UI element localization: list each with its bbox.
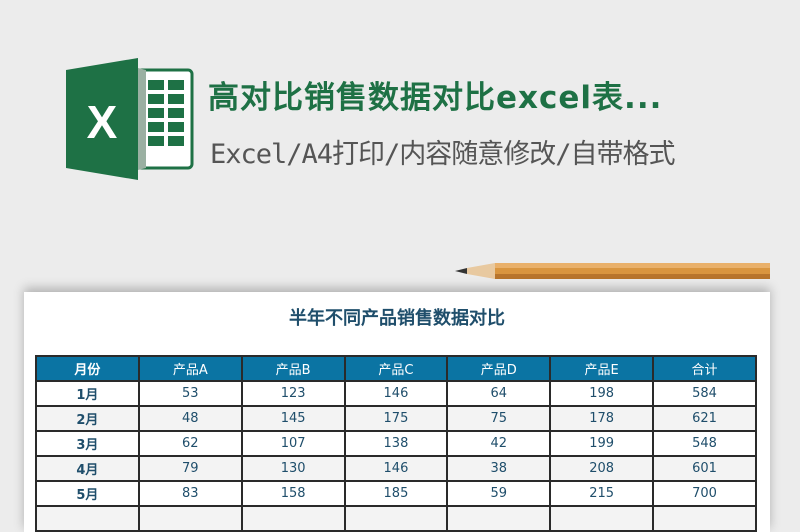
table-cell: 64 xyxy=(446,380,552,407)
table-row: 1月 53 123 146 64 198 584 xyxy=(35,380,757,407)
table-cell: 53 xyxy=(137,380,243,407)
column-header: 产品E xyxy=(549,355,655,382)
sales-table: 月份 产品A 产品B 产品C 产品D 产品E 合计 1月 53 123 146 64 19… xyxy=(35,355,757,532)
table-row: 4月 79 130 146 38 208 601 xyxy=(35,455,757,482)
table-row: 3月 62 107 138 42 199 548 xyxy=(35,430,757,457)
month-cell: 5月 xyxy=(35,480,140,507)
table-cell xyxy=(343,505,449,532)
month-cell: 2月 xyxy=(35,405,140,432)
table-cell: 178 xyxy=(549,405,655,432)
table-cell: 138 xyxy=(343,430,449,457)
spreadsheet-preview: 半年不同产品销售数据对比 月份 产品A 产品B 产品C 产品D 产品E 合计 1… xyxy=(24,292,770,532)
month-cell: 4月 xyxy=(35,455,140,482)
month-cell: 3月 xyxy=(35,430,140,457)
column-header: 产品C xyxy=(343,355,449,382)
table-cell xyxy=(137,505,243,532)
table-cell: 158 xyxy=(240,480,346,507)
table-cell: 198 xyxy=(549,380,655,407)
table-row: 2月 48 145 175 75 178 621 xyxy=(35,405,757,432)
table-cell: 83 xyxy=(137,480,243,507)
column-header: 合计 xyxy=(652,355,757,382)
column-header: 产品B xyxy=(240,355,346,382)
table-row: 5月 83 158 185 59 215 700 xyxy=(35,480,757,507)
table-cell: 107 xyxy=(240,430,346,457)
month-cell: 1月 xyxy=(35,380,140,407)
page-subtitle: Excel/A4打印/内容随意修改/自带格式 xyxy=(210,139,676,170)
table-cell: 584 xyxy=(652,380,757,407)
table-cell: 175 xyxy=(343,405,449,432)
pencil-icon xyxy=(455,263,770,279)
table-cell: 700 xyxy=(652,480,757,507)
table-cell: 145 xyxy=(240,405,346,432)
table-cell: 130 xyxy=(240,455,346,482)
page-title: 高对比销售数据对比excel表... xyxy=(208,80,663,116)
column-header: 产品A xyxy=(137,355,243,382)
table-cell: 38 xyxy=(446,455,552,482)
table-cell: 75 xyxy=(446,405,552,432)
table-cell: 601 xyxy=(652,455,757,482)
table-row xyxy=(35,505,757,532)
table-cell: 621 xyxy=(652,405,757,432)
column-header: 月份 xyxy=(35,355,140,382)
table-cell: 79 xyxy=(137,455,243,482)
table-cell xyxy=(549,505,655,532)
table-cell: 146 xyxy=(343,380,449,407)
table-cell xyxy=(446,505,552,532)
table-cell: 59 xyxy=(446,480,552,507)
table-cell: 548 xyxy=(652,430,757,457)
table-cell: 208 xyxy=(549,455,655,482)
table-cell: 146 xyxy=(343,455,449,482)
table-cell xyxy=(240,505,346,532)
month-cell xyxy=(35,505,140,532)
excel-logo-icon: X xyxy=(66,58,194,180)
column-header: 产品D xyxy=(446,355,552,382)
table-cell: 185 xyxy=(343,480,449,507)
table-cell: 199 xyxy=(549,430,655,457)
table-cell: 62 xyxy=(137,430,243,457)
table-cell: 48 xyxy=(137,405,243,432)
table-cell xyxy=(652,505,757,532)
sheet-title: 半年不同产品销售数据对比 xyxy=(289,308,505,329)
table-header-row: 月份 产品A 产品B 产品C 产品D 产品E 合计 xyxy=(35,355,757,382)
table-cell: 42 xyxy=(446,430,552,457)
table-cell: 123 xyxy=(240,380,346,407)
table-cell: 215 xyxy=(549,480,655,507)
svg-text:X: X xyxy=(87,96,118,148)
